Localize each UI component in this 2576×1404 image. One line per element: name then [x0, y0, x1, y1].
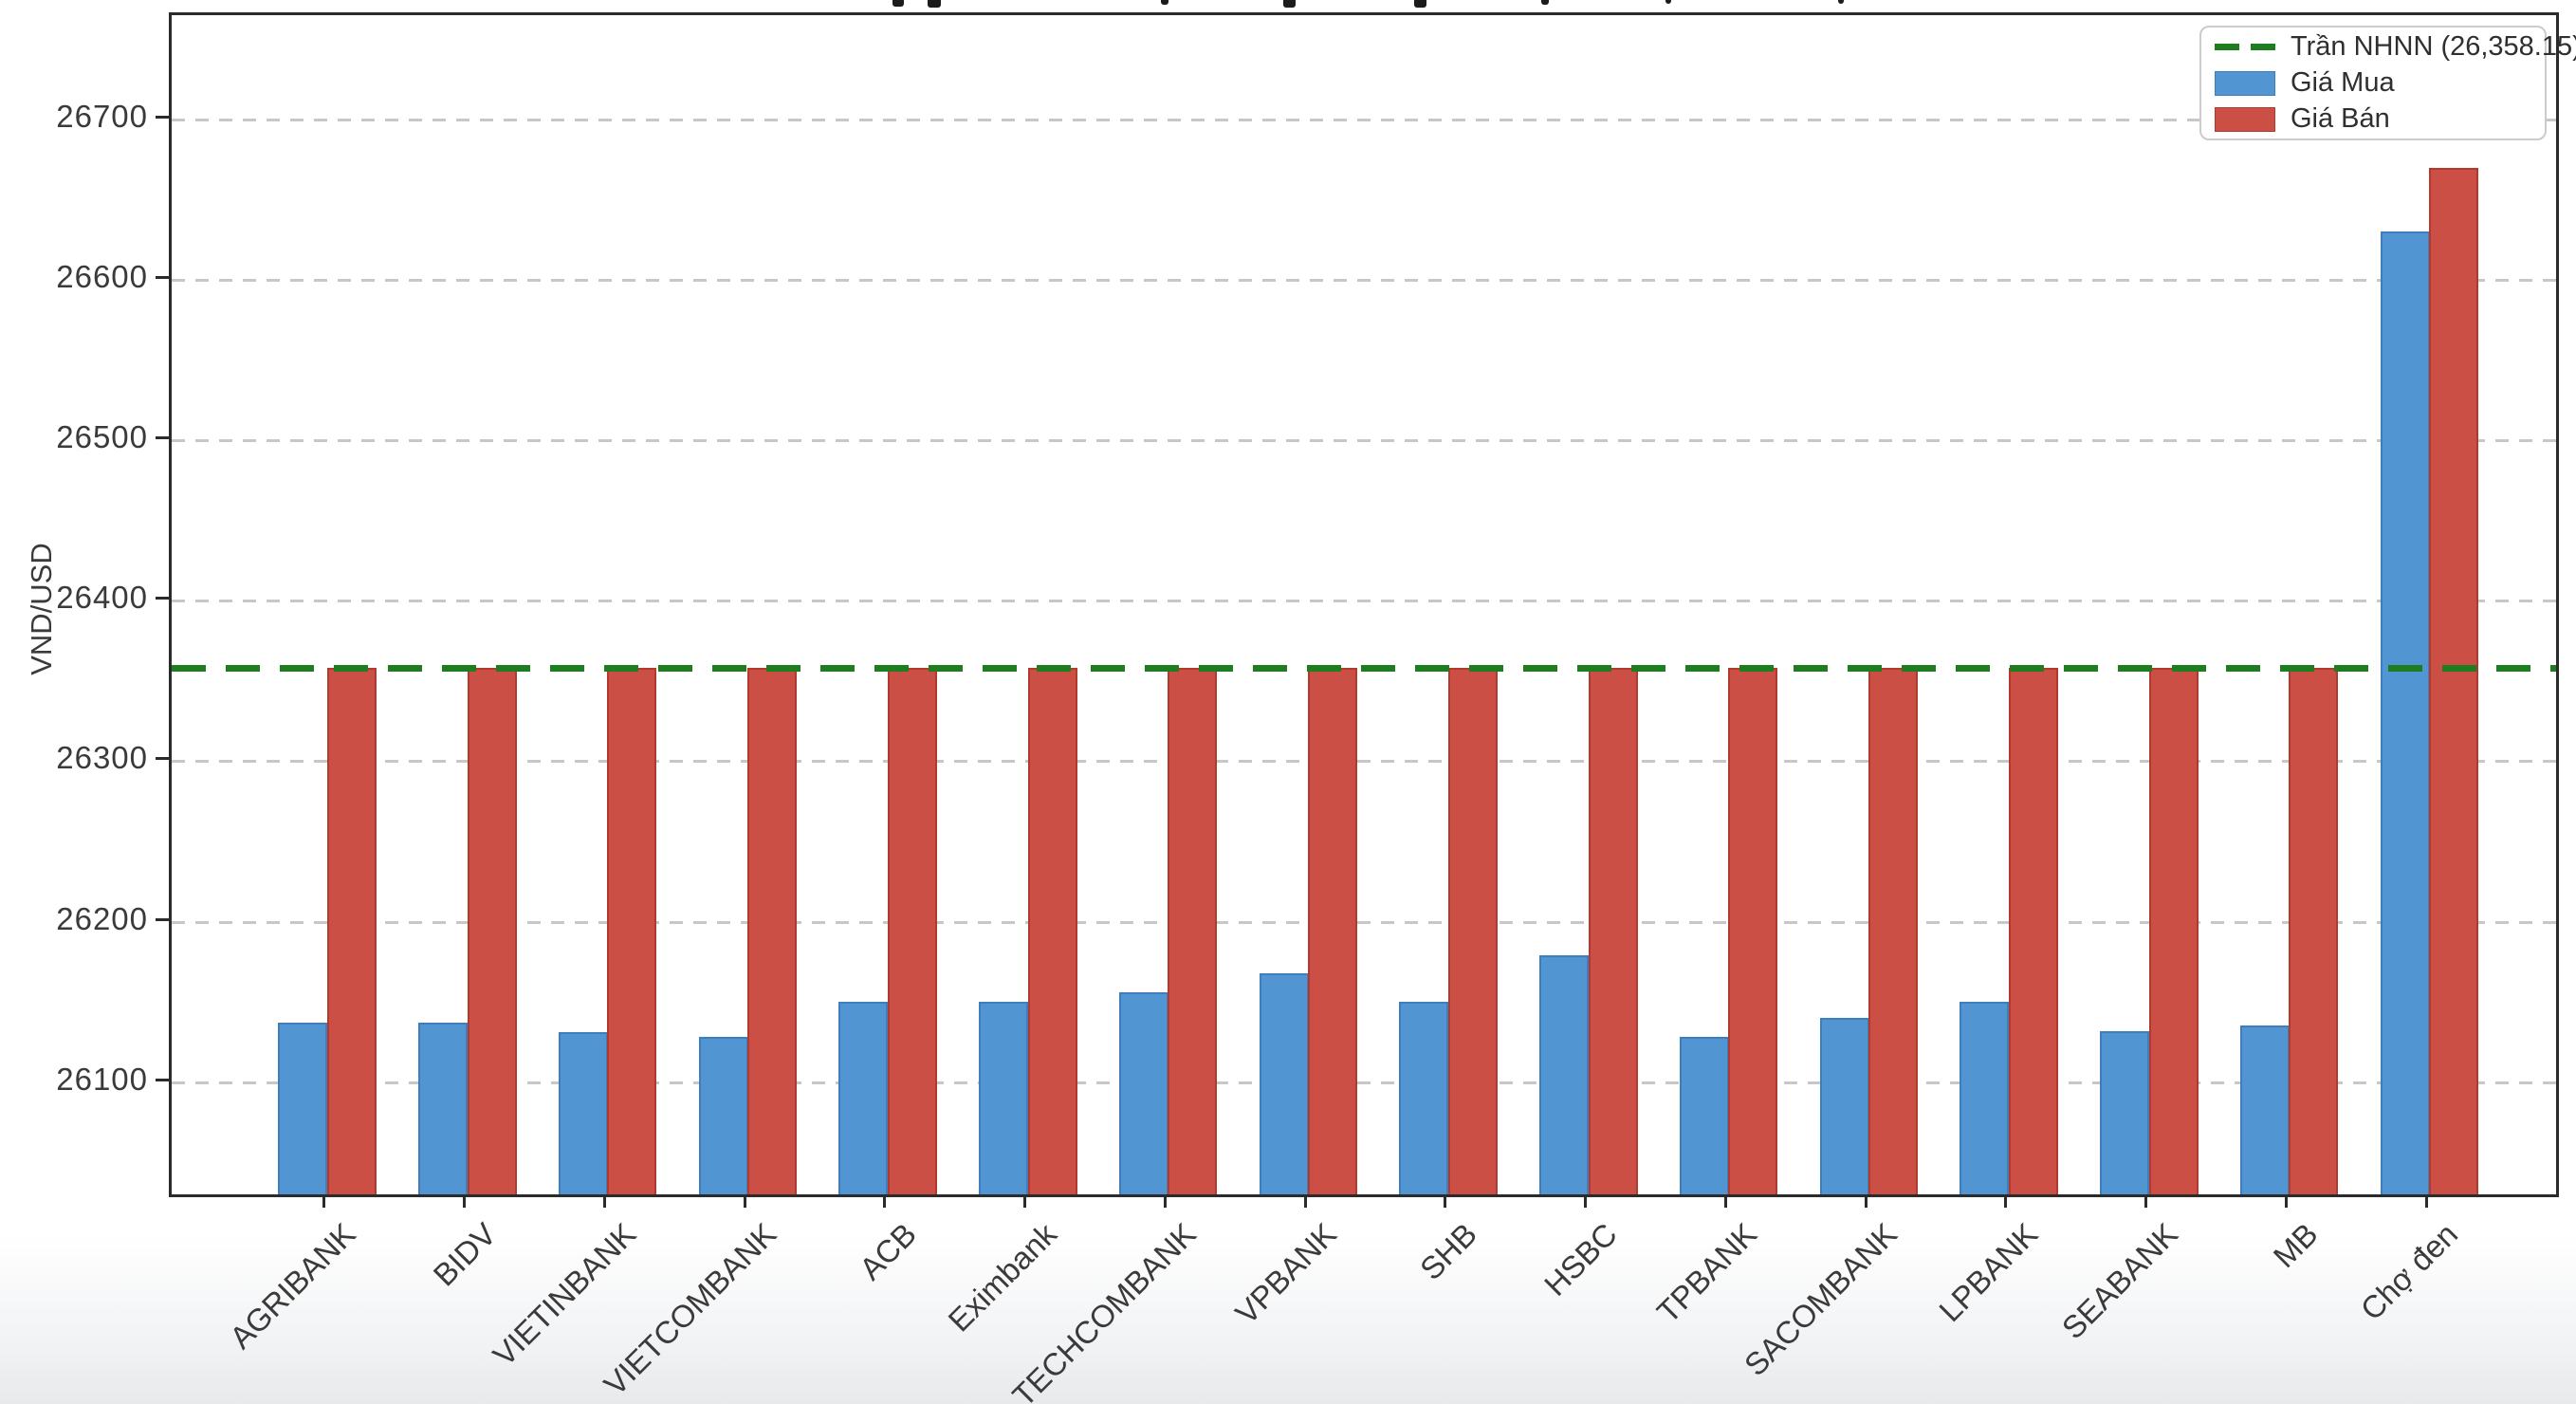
- legend-label-ceiling: Trần NHNN (26,358.15): [2291, 31, 2576, 62]
- x-tick-label-AGRIBANK: AGRIBANK: [223, 1216, 363, 1356]
- x-tick-mark: [322, 1194, 325, 1208]
- bar-sell-MB: [2289, 668, 2338, 1194]
- bar-buy-SEABANK: [2100, 1031, 2149, 1194]
- x-tick-label-LPBANK: LPBANK: [1931, 1216, 2045, 1329]
- bar-sell-Eximbank: [1028, 668, 1077, 1194]
- x-tick-label-ACB: ACB: [853, 1216, 924, 1287]
- bar-sell-TECHCOMBANK: [1168, 668, 1217, 1194]
- x-tick-mark: [1304, 1194, 1307, 1208]
- bar-sell-VPBANK: [1308, 668, 1357, 1194]
- bar-buy-BIDV: [418, 1023, 468, 1194]
- x-tick-mark: [1023, 1194, 1026, 1208]
- bar-sell-AGRIBANK: [327, 668, 377, 1194]
- x-tick-mark: [1444, 1194, 1446, 1208]
- x-tick-label-TPBANK: TPBANK: [1649, 1216, 1764, 1330]
- bar-buy-ACB: [838, 1002, 888, 1194]
- buy-color-swatch-icon: [2215, 70, 2275, 96]
- x-tick-label-BIDV: BIDV: [426, 1216, 504, 1293]
- gridline-26400: [172, 600, 2556, 603]
- y-tick-label: 26400: [56, 580, 148, 616]
- x-tick-mark: [1584, 1194, 1587, 1208]
- x-tick-label-HSBC: HSBC: [1537, 1216, 1625, 1302]
- bar-sell-VIETCOMBANK: [747, 668, 797, 1194]
- bar-buy-VIETCOMBANK: [699, 1037, 748, 1194]
- bar-sell-ACB: [888, 668, 937, 1194]
- y-tick-label: 26600: [56, 259, 148, 295]
- bar-buy-AGRIBANK: [278, 1023, 327, 1194]
- x-tick-mark: [2285, 1194, 2288, 1208]
- x-tick-mark: [1724, 1194, 1727, 1208]
- x-tick-label-MB: MB: [2265, 1216, 2325, 1275]
- bar-buy-SACOMBANK: [1820, 1018, 1869, 1194]
- x-tick-label-SEABANK: SEABANK: [2054, 1216, 2185, 1346]
- bar-buy-TECHCOMBANK: [1119, 992, 1168, 1194]
- x-tick-mark: [883, 1194, 886, 1208]
- bar-buy-Chợ đen: [2381, 231, 2430, 1194]
- y-tick-label: 26100: [56, 1061, 148, 1097]
- y-tick-label: 26500: [56, 419, 148, 455]
- bar-buy-MB: [2240, 1025, 2290, 1194]
- bar-sell-BIDV: [468, 668, 517, 1194]
- x-tick-label-VIETINBANK: VIETINBANK: [486, 1216, 643, 1373]
- gridline-26200: [172, 920, 2556, 924]
- bar-buy-LPBANK: [1960, 1002, 2009, 1194]
- x-tick-mark: [463, 1194, 466, 1208]
- bar-sell-SACOMBANK: [1868, 668, 1918, 1194]
- bar-buy-SHB: [1399, 1002, 1448, 1194]
- y-tick-label: 26300: [56, 740, 148, 776]
- bar-buy-VPBANK: [1260, 973, 1309, 1194]
- x-tick-mark: [2004, 1194, 2007, 1208]
- y-tick-label: 26200: [56, 900, 148, 936]
- bar-sell-VIETINBANK: [607, 668, 656, 1194]
- y-tick-mark: [156, 115, 169, 119]
- y-tick-mark: [156, 276, 169, 280]
- bar-sell-SEABANK: [2149, 668, 2199, 1194]
- legend: Trần NHNN (26,358.15) Giá Mua Giá Bán: [2199, 26, 2576, 140]
- ceiling-dash-sample-icon: [2215, 44, 2275, 50]
- bar-buy-Eximbank: [979, 1002, 1028, 1194]
- y-tick-mark: [156, 757, 169, 761]
- sell-color-swatch-icon: [2215, 106, 2275, 132]
- legend-label-sell: Giá Bán: [2291, 103, 2390, 134]
- y-tick-mark: [156, 597, 169, 600]
- gridline-26600: [172, 279, 2556, 283]
- y-tick-mark: [156, 436, 169, 440]
- y-tick-mark: [156, 1078, 169, 1081]
- bar-sell-SHB: [1448, 668, 1498, 1194]
- gridline-26700: [172, 118, 2556, 121]
- x-tick-mark: [1164, 1194, 1167, 1208]
- bar-sell-Chợ đen: [2429, 168, 2478, 1194]
- gridline-26500: [172, 439, 2556, 443]
- plot-area: [169, 12, 2559, 1197]
- gridline-26300: [172, 760, 2556, 764]
- plot-inner: [172, 15, 2556, 1194]
- x-tick-label-Eximbank: Eximbank: [941, 1216, 1064, 1339]
- bar-buy-HSBC: [1539, 955, 1589, 1194]
- bar-sell-HSBC: [1589, 668, 1638, 1194]
- bar-buy-TPBANK: [1680, 1037, 1729, 1194]
- x-tick-label-Chợ đen: Chợ đen: [2353, 1216, 2465, 1327]
- ceiling-reference-line: [172, 665, 2556, 673]
- legend-item-ceiling: Trần NHNN (26,358.15): [2215, 31, 2576, 63]
- x-tick-mark: [1865, 1194, 1868, 1208]
- bar-sell-TPBANK: [1728, 668, 1777, 1194]
- legend-item-sell: Giá Bán: [2215, 103, 2531, 135]
- y-tick-mark: [156, 917, 169, 921]
- bar-sell-LPBANK: [2009, 668, 2058, 1194]
- bar-buy-VIETINBANK: [559, 1032, 608, 1194]
- y-tick-label: 26700: [56, 98, 148, 134]
- gridline-26100: [172, 1081, 2556, 1084]
- x-tick-mark: [2144, 1194, 2147, 1208]
- x-tick-label-SHB: SHB: [1413, 1216, 1484, 1287]
- legend-label-buy: Giá Mua: [2291, 67, 2395, 98]
- x-tick-mark: [744, 1194, 746, 1208]
- x-tick-mark: [2425, 1194, 2428, 1208]
- legend-item-buy: Giá Mua: [2215, 67, 2531, 99]
- x-tick-mark: [603, 1194, 606, 1208]
- x-tick-label-VPBANK: VPBANK: [1228, 1216, 1344, 1331]
